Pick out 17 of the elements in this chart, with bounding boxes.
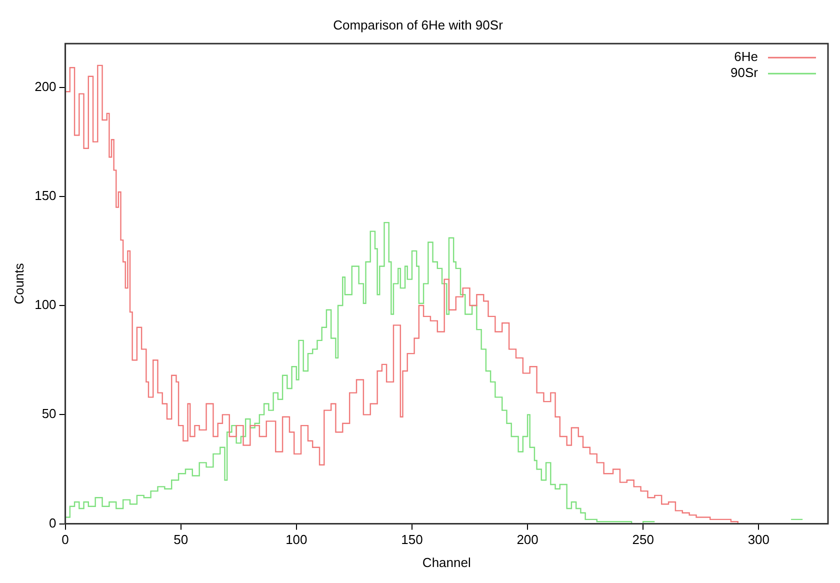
x-tick-label: 100	[286, 532, 308, 548]
y-tick-label: 150	[34, 188, 56, 203]
y-tick-label: 50	[42, 406, 56, 422]
y-tick-label: 0	[49, 515, 56, 530]
x-tick-label: 300	[748, 532, 770, 548]
x-tick-label: 200	[516, 532, 538, 548]
y-axis-title: Counts	[11, 262, 26, 304]
x-tick-label: 250	[632, 532, 654, 548]
legend-label: 90Sr	[730, 65, 759, 80]
y-tick-label: 100	[34, 297, 56, 312]
x-tick-label: 50	[174, 532, 188, 548]
legend-label: 6He	[734, 49, 758, 64]
chart-title: Comparison of 6He with 90Sr	[333, 17, 504, 32]
y-tick-label: 200	[34, 78, 56, 94]
x-tick-label: 0	[62, 532, 69, 548]
x-axis-title: Channel	[422, 554, 471, 570]
x-tick-label: 150	[401, 532, 423, 548]
